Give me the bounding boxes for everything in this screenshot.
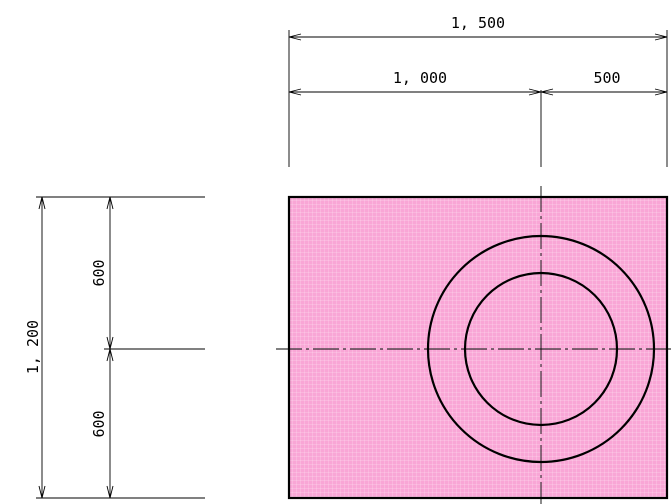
arrowhead	[654, 88, 668, 96]
upper-height-label: 600	[90, 259, 108, 286]
arrowhead	[288, 88, 302, 96]
lower-height-label: 600	[90, 410, 108, 437]
right-width-label: 500	[593, 69, 620, 87]
arrowhead	[106, 196, 114, 210]
overall-width-label: 1, 500	[451, 14, 505, 32]
overall-height-label: 1, 200	[24, 320, 42, 374]
left-width-label: 1, 000	[393, 69, 447, 87]
arrowhead	[540, 88, 554, 96]
arrowhead	[106, 485, 114, 499]
slab-outline	[287, 195, 669, 500]
arrowhead	[106, 348, 114, 362]
arrowhead	[288, 33, 302, 41]
arrowhead	[654, 33, 668, 41]
arrowhead	[38, 196, 46, 210]
arrowhead	[38, 485, 46, 499]
